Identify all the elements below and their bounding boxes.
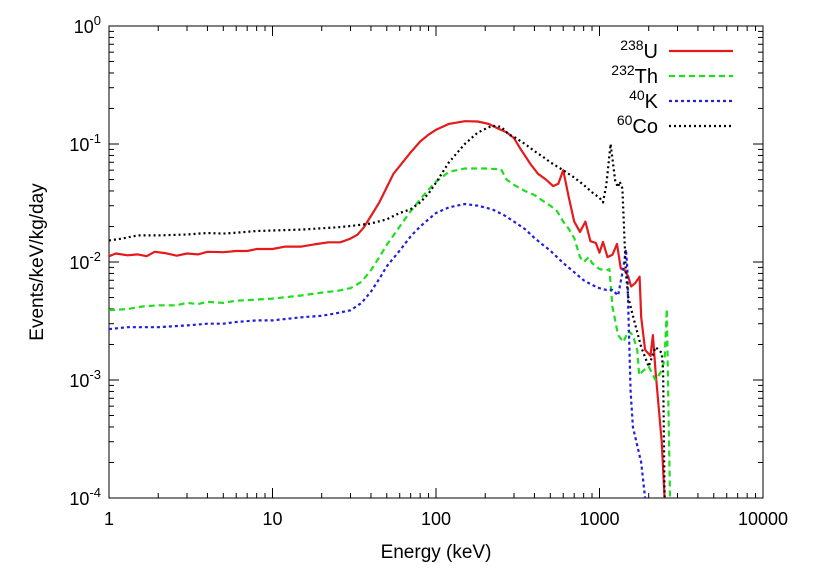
legend-label-40K: 40K (629, 87, 659, 113)
plot-border (108, 25, 764, 499)
y-tick-label: 10-3 (69, 367, 101, 391)
y-tick-label: 10-4 (69, 485, 101, 509)
legend-label-60Co: 60Co (617, 112, 658, 138)
x-tick-label: 10 (262, 509, 282, 529)
series-line-232Th (109, 167, 672, 498)
axis-ticks (108, 25, 764, 499)
y-tick-label: 100 (74, 13, 101, 37)
legend-label-238U: 238U (620, 37, 658, 63)
series-line-60Co (109, 124, 666, 498)
x-tick-label: 1 (104, 509, 114, 529)
x-axis-title: Energy (keV) (381, 542, 492, 563)
y-tick-label: 10-2 (69, 249, 101, 273)
axis-tick-labels: 1 10 100 1000 10000 10-4 10-3 10-2 10-1 100 (69, 13, 788, 529)
series-line-40K (109, 202, 647, 498)
plot-frame (108, 25, 764, 499)
y-axis-title: Events/keV/kg/day (27, 183, 48, 341)
series-lines (109, 120, 672, 498)
x-tick-label: 10000 (738, 509, 788, 529)
series-line-238U (109, 120, 666, 498)
x-tick-label: 1000 (579, 509, 619, 529)
legend-label-232Th: 232Th (611, 62, 658, 88)
x-tick-label: 100 (421, 509, 451, 529)
y-tick-label: 10-1 (69, 131, 101, 155)
